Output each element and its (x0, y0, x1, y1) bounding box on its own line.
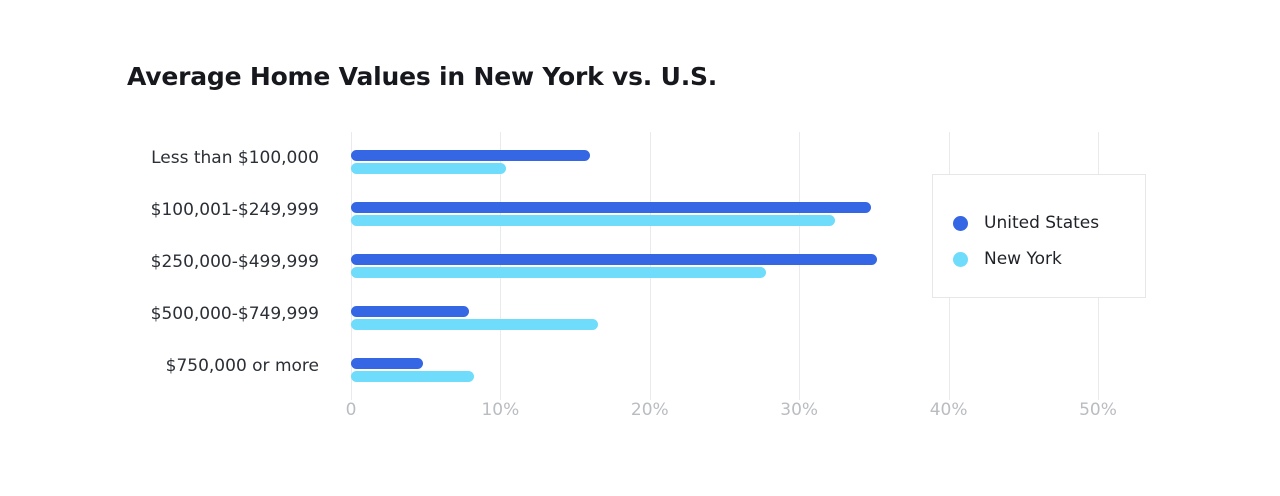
bar-united-states (351, 358, 423, 369)
y-axis-label: $500,000-$749,999 (150, 304, 319, 324)
y-axis-label: $750,000 or more (165, 356, 319, 376)
gridline-0 (351, 132, 352, 400)
legend-swatch-icon (953, 251, 968, 267)
bar-united-states (351, 202, 871, 213)
chart-title: Average Home Values in New York vs. U.S. (127, 62, 718, 91)
x-axis-tick-label: 20% (630, 400, 669, 420)
plot-area (351, 132, 1099, 400)
x-axis-tick-labels: 0 10% 20% 30% 40% 50% (346, 400, 1117, 430)
y-axis-label: $250,000-$499,999 (150, 252, 319, 272)
gridline-20% (649, 132, 651, 400)
bar-group (351, 288, 1098, 340)
legend-label: United States (984, 213, 1100, 233)
y-axis-category-labels: Less than $100,000 $100,001-$249,999 $250,… (60, 132, 335, 400)
y-axis-label: Less than $100,000 (151, 148, 319, 168)
x-axis-tick-label: 50% (1079, 400, 1117, 420)
bar-group (351, 132, 1098, 184)
bar-new-york (351, 267, 767, 278)
x-axis-tick-label: 10% (481, 400, 520, 420)
legend-item-new-york[interactable]: New York (953, 247, 1062, 271)
x-axis-tick-label: 40% (929, 400, 968, 420)
bar-united-states (351, 254, 877, 265)
gridline-30% (799, 132, 801, 400)
legend-swatch-icon (953, 215, 968, 231)
bar-new-york (351, 371, 474, 382)
gridline-10% (500, 132, 502, 400)
bar-group (351, 340, 1098, 392)
chart-legend: United States New York (932, 174, 1146, 298)
legend-label: New York (984, 249, 1062, 269)
x-axis-tick-label: 30% (780, 400, 819, 420)
x-axis-tick-label: 0 (345, 400, 357, 420)
bar-new-york (351, 163, 507, 174)
bar-group (351, 184, 1098, 236)
bar-group (351, 236, 1098, 288)
y-axis-label: $100,001-$249,999 (150, 200, 319, 220)
bar-united-states (351, 150, 591, 161)
bar-new-york (351, 215, 836, 226)
bar-united-states (351, 306, 470, 317)
bar-new-york (351, 319, 598, 330)
legend-item-united-states[interactable]: United States (953, 211, 1099, 235)
